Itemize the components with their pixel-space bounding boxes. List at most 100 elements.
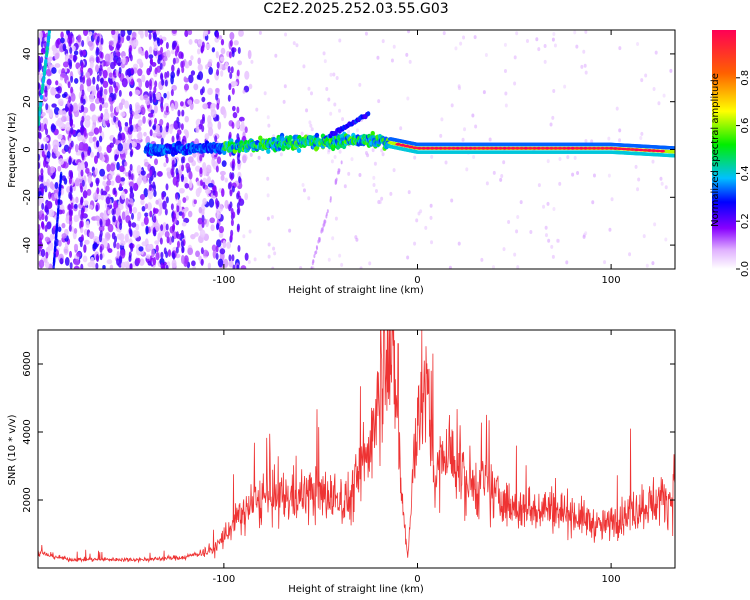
spectrogram-cell <box>129 44 133 52</box>
chart-title: C2E2.2025.252.03.55.G03 <box>263 1 448 17</box>
spectrogram-cell <box>96 74 100 82</box>
spectrogram-cell <box>52 144 59 154</box>
spectrogram-cell <box>137 119 143 127</box>
spectrogram-cell <box>220 38 225 46</box>
spectrogram-cell <box>266 148 271 154</box>
spectrogram-cell <box>463 146 470 150</box>
spectrogram-cell <box>98 152 104 161</box>
spectrogram-cell <box>228 83 232 91</box>
spectrogram-cell <box>77 132 83 142</box>
spectrogram-cell <box>82 255 88 263</box>
spectrogram-cell <box>238 116 245 122</box>
spectrogram-cell <box>645 263 649 268</box>
spectrogram-cell <box>444 160 448 165</box>
spectrogram-cell <box>282 99 286 104</box>
spectrogram-cell <box>149 169 153 177</box>
spectrogram-cell <box>450 103 454 108</box>
spectrogram-cell <box>54 234 58 240</box>
spectrogram-cell <box>463 127 467 132</box>
spectrogram-cell <box>576 170 580 175</box>
spectrogram-cell <box>58 186 62 192</box>
spectrogram-cell <box>109 163 116 172</box>
spectrogram-cell <box>608 227 612 232</box>
spectrogram-cell <box>226 241 231 249</box>
spectrogram-cell <box>180 254 185 264</box>
spectrogram-cell <box>177 109 181 117</box>
spectrogram-cell <box>187 156 194 163</box>
spectrogram-cell <box>181 60 185 68</box>
spectrogram-cell <box>629 148 636 151</box>
spectrogram-cell <box>403 144 410 148</box>
spectrogram-cell <box>55 80 59 86</box>
spectrogram-cell <box>152 229 156 237</box>
spectrogram-cell <box>142 174 147 185</box>
spectrogram-cell <box>633 148 640 152</box>
spectrogram-cell <box>69 214 73 222</box>
spectrogram-cell <box>214 135 218 143</box>
spectrogram-cell <box>190 55 194 61</box>
spectrogram-cell <box>308 120 312 125</box>
spectrogram-cell <box>183 217 190 224</box>
spectrogram-cell <box>83 244 87 253</box>
spectrogram-cell <box>148 54 154 59</box>
spectrogram-cell <box>416 146 423 150</box>
spectrogram-cell <box>491 265 495 269</box>
spectrogram-cell <box>340 262 344 267</box>
spectrogram-cell <box>162 222 167 232</box>
spectrogram-cell <box>59 178 62 184</box>
spectrogram-cell <box>38 65 41 73</box>
spectrogram-cell <box>406 96 410 101</box>
spectrogram-cell <box>111 208 115 216</box>
spectrogram-cell <box>92 242 98 250</box>
spectrogram-cell <box>119 165 125 173</box>
spectrogram-cell <box>182 197 187 203</box>
spectrogram-cell <box>154 67 158 75</box>
snr-ytick-label: 6000 <box>22 351 33 376</box>
spectrogram-cell <box>83 131 87 137</box>
spectrogram-cell <box>652 87 656 92</box>
spectrogram-cell <box>639 136 643 141</box>
spectrogram-cell <box>44 214 48 222</box>
spectrogram-cell <box>377 199 381 204</box>
spectrogram-cell <box>327 97 331 102</box>
spectrogram-xlabel: Height of straight line (km) <box>288 285 424 296</box>
spectrogram-cell <box>580 64 584 69</box>
spectrogram-cell <box>80 263 84 269</box>
spectrogram-cell <box>231 50 235 58</box>
spectrogram-cell <box>118 102 124 110</box>
spectrogram-cell <box>170 89 174 97</box>
spectrogram-cell <box>147 190 154 200</box>
spectrogram-cell <box>117 56 121 64</box>
spectrogram-cell <box>171 251 175 259</box>
spectrogram-cell <box>94 215 101 221</box>
spectrogram-cell <box>331 236 335 241</box>
spectrogram-cell <box>155 199 159 205</box>
spectrogram-cell <box>41 150 45 158</box>
spectrogram-cell <box>96 35 100 43</box>
spectrogram-cell <box>120 240 126 246</box>
spectrogram-cell <box>371 148 375 153</box>
spectrogram-cell <box>465 167 469 172</box>
spectrogram-cell <box>607 136 611 141</box>
spectrogram-cell <box>621 147 627 151</box>
spectrogram-cell <box>415 218 419 223</box>
spectrogram-cell <box>221 188 225 198</box>
spectrogram-cell <box>244 192 249 201</box>
spectrogram-cell <box>41 186 45 194</box>
spectrogram-cell <box>380 196 384 201</box>
spectrogram-cell <box>320 227 323 232</box>
spectrogram-cell <box>170 75 174 85</box>
spectrogram-cell <box>102 69 108 79</box>
spectrogram-cell <box>79 240 83 248</box>
spectrogram-cell <box>390 58 394 63</box>
spectrogram-cell <box>573 30 577 35</box>
spectrogram-cell <box>542 204 546 209</box>
spectrogram-cell <box>176 45 180 53</box>
spectrogram-cell <box>47 35 51 41</box>
spectrogram-cell <box>389 191 393 196</box>
spectrogram-cell <box>130 67 134 75</box>
spectrogram-cell <box>366 111 371 117</box>
spectrogram-cell <box>217 121 222 130</box>
spectrogram-cell <box>201 214 205 222</box>
spectrogram-cell <box>216 114 220 122</box>
